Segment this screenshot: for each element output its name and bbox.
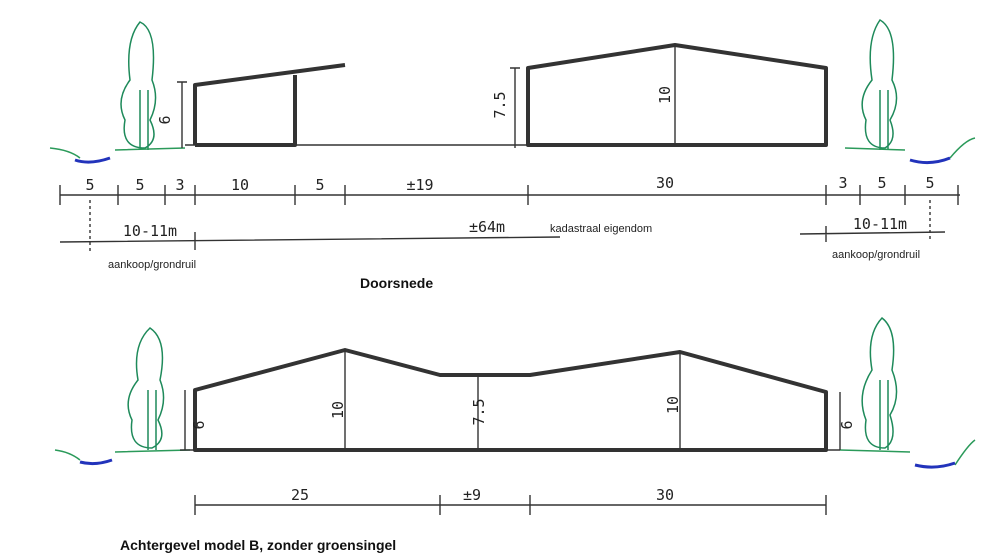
note: kadastraal eigendom [550,223,652,235]
height-label: 10 [656,86,674,104]
dim-line [60,185,960,205]
tree [121,22,156,150]
dim-label: 3 [838,174,847,192]
strip-label: 10-11m [853,215,907,233]
dim-label: 5 [925,174,934,192]
trees [121,20,897,450]
barn [528,45,826,145]
caption: Doorsnede [360,275,433,291]
tree [128,328,163,450]
height-label: 10 [664,396,682,414]
dim-label: ±9 [463,486,481,504]
dim-label: 25 [291,486,309,504]
strip-label: 10-11m [123,222,177,240]
tree [862,20,896,150]
shed [195,65,345,145]
height-label: 6 [838,420,856,429]
diagram: 6 7.5 10 5 5 3 10 5 ±19 30 3 5 5 10-11m … [0,0,988,556]
water [910,158,950,163]
dim-label: 3 [175,176,184,194]
water [80,460,112,464]
dim-label: 5 [877,174,886,192]
dimension-line [60,185,960,252]
dim-label: 5 [135,176,144,194]
height-label: 6 [156,115,174,124]
height-label: 7.5 [491,91,509,118]
dim-label: 30 [656,486,674,504]
section-bottom-building [180,350,840,450]
dim-label: 30 [656,174,674,192]
note: aankoop/grondruil [832,249,920,261]
total-label: ±64m [469,218,505,236]
dashed [90,200,930,252]
water [915,463,955,467]
building [195,350,826,450]
dim-line [195,495,826,515]
water [75,158,110,162]
terrain [50,138,975,467]
note: aankoop/grondruil [108,259,196,271]
tree [862,318,896,450]
height-label: 10 [329,401,347,419]
height-label: 6 [190,420,208,429]
dim-label: ±19 [406,176,433,194]
dim-label: 10 [231,176,249,194]
caption: Achtergevel model B, zonder groensingel [120,537,396,553]
dim-label: 5 [85,176,94,194]
grass [50,138,975,158]
dim-label: 5 [315,176,324,194]
height-label: 7.5 [470,398,488,425]
